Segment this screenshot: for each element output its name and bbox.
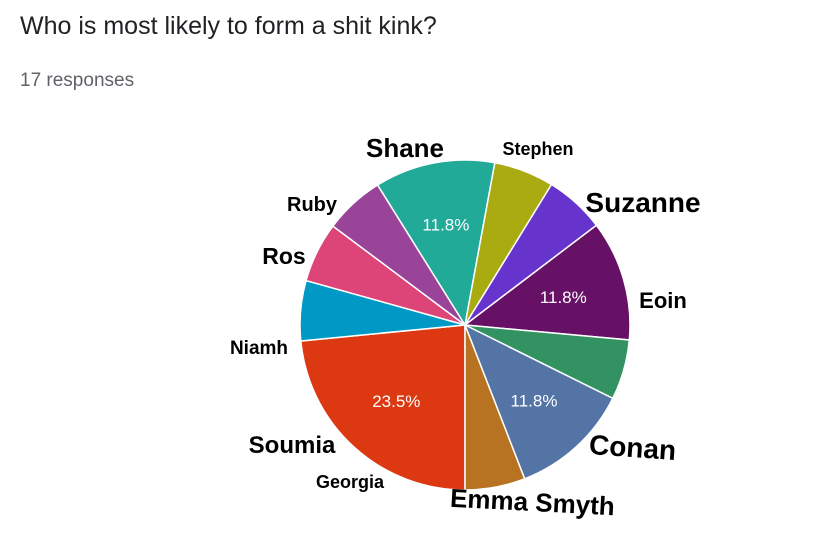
slice-name-label: Ruby <box>287 194 338 216</box>
response-count: 17 responses <box>20 70 135 91</box>
slice-name-label: Suzanne <box>585 187 700 218</box>
pie-slice-suzanne[interactable] <box>463 323 614 480</box>
slice-name-label: Emma Smyth <box>449 483 615 522</box>
pie-slice-eoin[interactable] <box>464 324 526 491</box>
slice-percent-label: 11.8% <box>422 216 469 235</box>
slice-percent-label: 23.5% <box>372 392 420 411</box>
slice-name-label: Eoin <box>639 288 687 313</box>
slice-name-label: Ros <box>262 243 305 269</box>
pie-slice-niamh[interactable] <box>376 159 496 328</box>
pie-slice-conan[interactable] <box>299 324 466 491</box>
slice-name-label: Georgia <box>316 472 385 492</box>
slice-name-label: Stephen <box>502 139 573 159</box>
pie-slice-shane[interactable] <box>463 224 631 341</box>
slice-name-label: Soumia <box>249 432 336 459</box>
question-title: Who is most likely to form a shit kink? <box>20 12 437 40</box>
slice-name-label: Conan <box>588 429 677 466</box>
slice-percent-label: 11.8% <box>511 392 558 411</box>
slice-percent-label: 11.8% <box>540 288 587 307</box>
slice-name-label: Shane <box>366 133 444 163</box>
slice-name-label: Niamh <box>230 338 288 359</box>
